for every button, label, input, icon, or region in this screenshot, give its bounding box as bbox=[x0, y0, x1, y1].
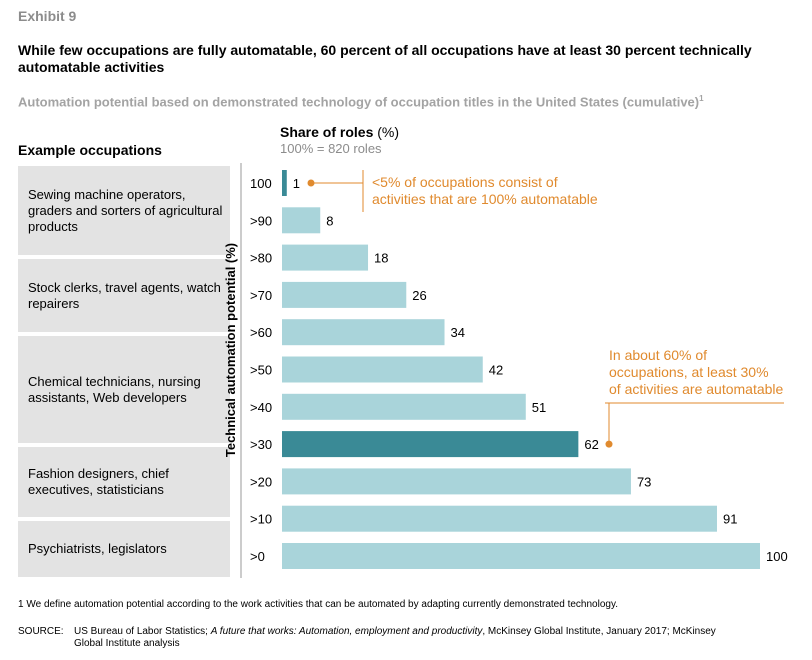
value-label: 8 bbox=[326, 213, 333, 228]
share-subheader: 100% = 820 roles bbox=[280, 141, 382, 156]
occupation-group-label: Stock clerks, travel agents, watch repai… bbox=[28, 279, 221, 311]
bar bbox=[282, 244, 369, 271]
category-label: 100 bbox=[250, 176, 272, 191]
bar bbox=[282, 393, 526, 420]
value-label: 51 bbox=[532, 400, 546, 415]
value-label: 1 bbox=[293, 176, 300, 191]
value-label: 42 bbox=[489, 363, 503, 378]
subtitle-text: Automation potential based on demonstrat… bbox=[18, 94, 700, 110]
footnote: 1 We define automation potential accordi… bbox=[18, 599, 618, 610]
value-label: 26 bbox=[412, 288, 426, 303]
bar bbox=[282, 468, 631, 495]
value-label: 62 bbox=[584, 437, 598, 452]
occupation-group-label: Sewing machine operators, graders and so… bbox=[28, 186, 223, 234]
category-label: >0 bbox=[250, 549, 265, 564]
source-line-1: SOURCE: US Bureau of Labor Statistics; A … bbox=[18, 626, 798, 638]
annotation-text-line: of activities are automatable bbox=[609, 381, 784, 397]
source-note: SOURCE: US Bureau of Labor Statistics; A … bbox=[18, 626, 798, 650]
category-label: >90 bbox=[250, 213, 272, 228]
bar bbox=[282, 543, 760, 569]
y-axis-label: Technical automation potential (%) bbox=[223, 243, 238, 457]
source-part-2: , McKinsey Global Institute, January 201… bbox=[482, 626, 716, 637]
value-label: 34 bbox=[451, 325, 465, 340]
share-header-unit: (%) bbox=[377, 124, 400, 140]
occupation-group-3: Chemical technicians, nursing assistants… bbox=[18, 336, 230, 443]
source-label: SOURCE: bbox=[18, 626, 64, 637]
category-label: >50 bbox=[250, 363, 272, 378]
chart-subtitle: Automation potential based on demonstrat… bbox=[18, 94, 798, 109]
annotation-text-line: occupations, at least 30% bbox=[609, 364, 769, 380]
annotation-text-line: activities that are 100% automatable bbox=[372, 191, 598, 207]
annotation-text-line: <5% of occupations consist of bbox=[372, 174, 558, 190]
category-label: >20 bbox=[250, 474, 272, 489]
source-line-2: Global Institute analysis bbox=[74, 638, 180, 649]
bar-chart: Technical automation potential (%) 100 1 >… bbox=[223, 163, 788, 578]
category-label: >40 bbox=[250, 400, 272, 415]
occupation-group-2: Stock clerks, travel agents, watch repai… bbox=[18, 259, 230, 332]
occupation-group-label: Fashion designers, chief executives, sta… bbox=[28, 466, 169, 497]
source-italic: A future that works: Automation, employm… bbox=[210, 626, 483, 637]
source-part-1: US Bureau of Labor Statistics; bbox=[74, 626, 211, 637]
bars-layer: 100 1 >90 8 >80 18 >70 26 >60 34 >50 42 >40 51 >30 62 >2… bbox=[250, 170, 788, 569]
annotations-layer: <5% of occupations consist ofactivities … bbox=[307, 170, 784, 448]
occupations-header: Example occupations bbox=[18, 142, 162, 158]
share-header-text: Share of roles bbox=[280, 124, 374, 140]
bar bbox=[282, 170, 287, 196]
bar bbox=[282, 505, 717, 532]
value-label: 100 bbox=[766, 549, 788, 564]
value-label: 73 bbox=[637, 474, 651, 489]
occupation-group-1: Sewing machine operators, graders and so… bbox=[18, 166, 230, 255]
bar bbox=[282, 356, 483, 383]
value-label: 91 bbox=[723, 512, 737, 527]
bar bbox=[282, 207, 321, 234]
value-label: 18 bbox=[374, 251, 388, 266]
occupation-group-label: Psychiatrists, legislators bbox=[28, 541, 167, 556]
category-label: >60 bbox=[250, 325, 272, 340]
exhibit-label: Exhibit 9 bbox=[18, 8, 77, 24]
category-label: >70 bbox=[250, 288, 272, 303]
bar bbox=[282, 431, 579, 458]
bar bbox=[282, 319, 445, 346]
category-label: >30 bbox=[250, 437, 272, 452]
bar bbox=[282, 281, 407, 308]
occupation-group-label: Chemical technicians, nursing assistants… bbox=[28, 373, 201, 405]
category-label: >80 bbox=[250, 251, 272, 266]
chart-title: While few occupations are fully automata… bbox=[18, 42, 752, 75]
subtitle-footnote-mark: 1 bbox=[699, 94, 704, 103]
annotation-text-line: In about 60% of bbox=[609, 347, 707, 363]
category-label: >10 bbox=[250, 512, 272, 527]
occupation-group-4: Fashion designers, chief executives, sta… bbox=[18, 447, 230, 517]
share-header: Share of roles (%) bbox=[280, 124, 399, 140]
annotation-marker bbox=[605, 440, 613, 448]
occupation-group-5: Psychiatrists, legislators bbox=[18, 521, 230, 577]
